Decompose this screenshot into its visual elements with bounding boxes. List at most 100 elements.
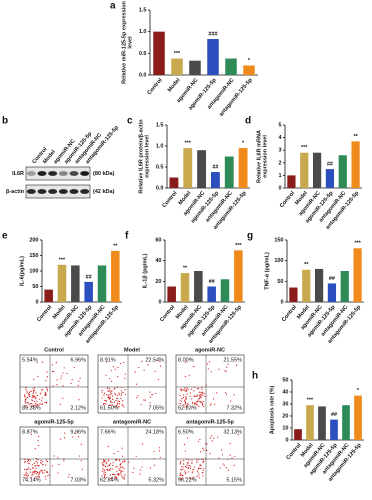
flow-event <box>40 459 42 462</box>
flow-event <box>180 473 182 475</box>
flow-event <box>108 397 111 399</box>
flow-frame <box>19 354 89 414</box>
flow-event <box>187 462 189 464</box>
quadrant-percent: 62.84% <box>100 477 119 483</box>
flow-event <box>31 399 34 402</box>
flow-event <box>103 469 105 471</box>
flow-event <box>181 398 183 400</box>
flow-event <box>192 469 194 471</box>
panel-label: a <box>110 1 116 12</box>
flow-event <box>204 395 206 397</box>
flow-event <box>35 470 38 473</box>
significance-mark: *** <box>354 241 361 247</box>
y-axis-label: expression level <box>144 135 150 178</box>
flow-event <box>74 432 76 434</box>
flow-event <box>209 437 211 439</box>
flow-event <box>103 392 106 394</box>
bar <box>312 152 322 188</box>
flow-event <box>210 371 212 373</box>
flow-event <box>44 475 46 478</box>
flow-event <box>30 402 32 405</box>
bar <box>207 39 219 75</box>
flow-event <box>107 469 109 472</box>
flow-event <box>107 394 110 396</box>
flow-event <box>109 396 111 398</box>
flow-title: agomiR-NC <box>195 347 225 353</box>
flow-event <box>133 467 135 469</box>
flow-event <box>124 373 126 375</box>
bar <box>220 279 230 302</box>
flow-event <box>63 437 66 439</box>
flow-event <box>23 395 26 397</box>
flow-event <box>116 473 118 475</box>
flow-event <box>32 387 34 390</box>
flow-event <box>135 383 138 385</box>
y-tick-label: 0 <box>278 185 281 191</box>
flow-event <box>34 471 36 473</box>
bar <box>289 287 298 302</box>
flow-event <box>44 395 47 397</box>
flow-event <box>123 406 125 408</box>
blot-band <box>26 171 36 176</box>
flow-event <box>202 459 205 461</box>
flow-event <box>200 394 202 396</box>
flow-event <box>46 371 48 373</box>
flow-event <box>107 465 109 467</box>
flow-event <box>120 390 122 392</box>
flow-event <box>109 469 111 471</box>
flow-event <box>32 397 34 399</box>
flow-event <box>78 380 80 382</box>
flow-event <box>120 471 122 473</box>
flow-event <box>38 476 40 478</box>
flow-event <box>195 404 198 406</box>
blot-size: (42 kDa) <box>93 189 115 195</box>
flow-event <box>184 399 186 401</box>
flow-event <box>46 376 48 378</box>
flow-event <box>109 378 111 380</box>
bar <box>354 395 362 440</box>
flow-event <box>40 462 42 464</box>
flow-event <box>154 370 156 372</box>
flow-event <box>199 438 201 441</box>
flow-event <box>24 477 27 479</box>
flow-event <box>31 464 33 466</box>
flow-event <box>111 477 113 479</box>
flow-event <box>182 389 184 391</box>
quadrant-percent: 62.83% <box>178 405 197 411</box>
flow-event <box>114 387 116 389</box>
flow-event <box>196 460 198 462</box>
flow-event <box>38 445 40 447</box>
flow-event <box>24 405 26 407</box>
blot-strip <box>25 184 91 199</box>
flow-event <box>198 391 201 393</box>
flow-event <box>225 467 228 469</box>
flow-event <box>141 360 143 362</box>
flow-event <box>27 459 30 461</box>
flow-event <box>197 468 200 470</box>
flow-event <box>103 464 105 467</box>
flow-event <box>200 397 202 399</box>
flow-event <box>197 472 199 474</box>
flow-event <box>109 393 111 395</box>
y-tick-label: 20 <box>155 279 161 285</box>
flow-event <box>28 403 30 405</box>
flow-event <box>155 392 157 395</box>
flow-event <box>24 468 26 470</box>
flow-event <box>63 367 65 369</box>
flow-event <box>35 392 37 394</box>
flow-event <box>122 391 124 394</box>
flow-event <box>222 463 224 465</box>
flow-event <box>38 435 40 437</box>
flow-event <box>179 472 182 474</box>
quadrant-percent: 5.32% <box>148 477 164 483</box>
flow-event <box>37 475 39 477</box>
flow-event <box>210 435 213 437</box>
flow-event <box>154 464 156 466</box>
flow-event <box>199 467 201 469</box>
flow-event <box>191 472 193 474</box>
flow-event <box>45 478 47 480</box>
bar <box>351 141 360 188</box>
flow-event <box>199 464 202 466</box>
flow-event <box>26 392 28 394</box>
flow-event <box>36 395 38 397</box>
